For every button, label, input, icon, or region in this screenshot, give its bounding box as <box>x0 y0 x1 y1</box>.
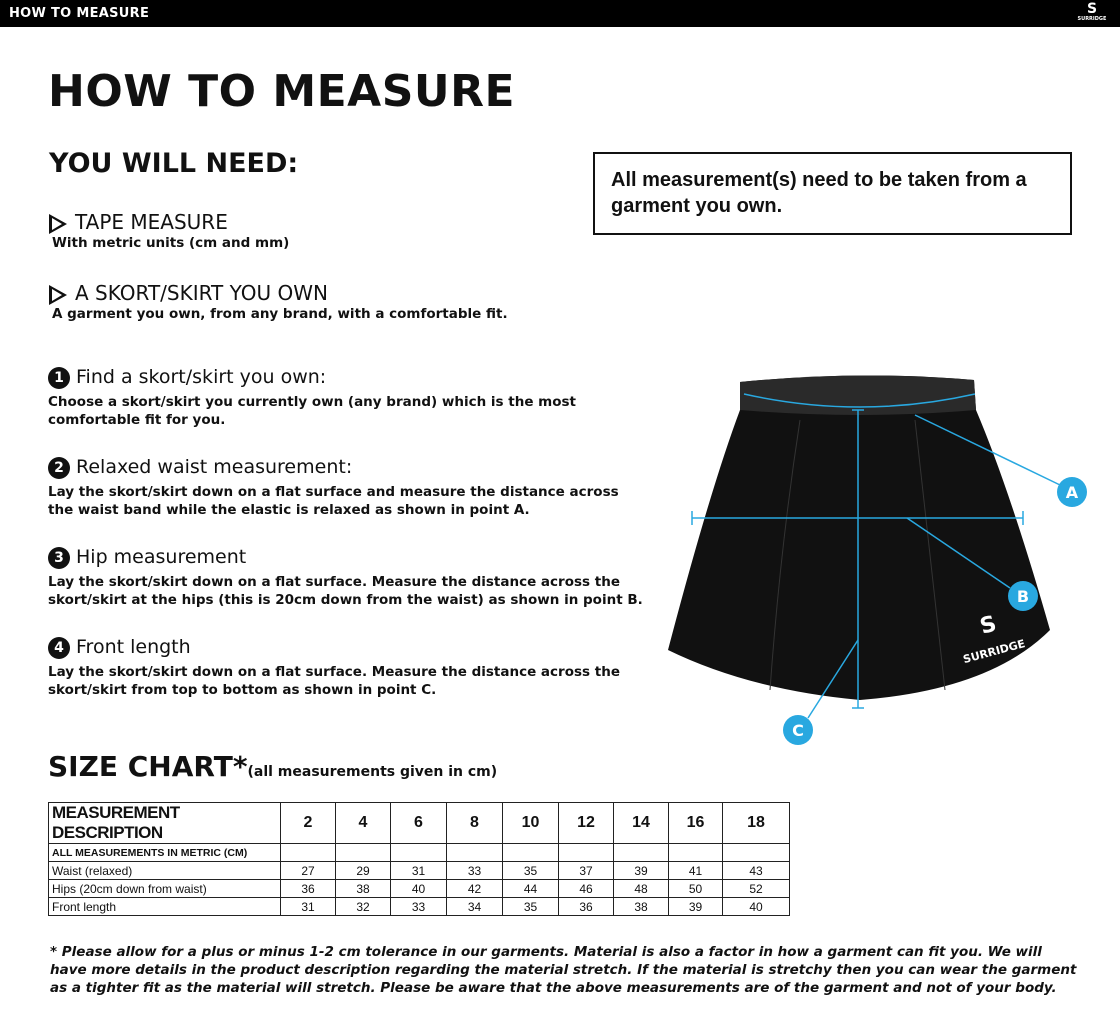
table-row: Waist (relaxed) 27 29 31 33 35 37 39 41 43 <box>48 861 790 880</box>
step-text: Lay the skort/skirt down on a flat surfa… <box>48 483 619 518</box>
table-cell: 31 <box>390 861 447 880</box>
need-item-garment: A SKORT/SKIRT YOU OWN A garment you own,… <box>49 281 508 322</box>
need-item-tape: TAPE MEASURE With metric units (cm and m… <box>49 210 289 251</box>
table-cell: 36 <box>558 897 614 916</box>
need-item-title: TAPE MEASURE <box>75 210 228 234</box>
table-cell: 32 <box>335 897 391 916</box>
need-item-subtitle: With metric units (cm and mm) <box>52 235 290 251</box>
notice-box: All measurement(s) need to be taken from… <box>593 152 1072 235</box>
top-bar: HOW TO MEASURE S SURRIDGE <box>0 0 1120 27</box>
table-cell: 52 <box>722 879 790 898</box>
table-subheader-row: ALL MEASUREMENTS IN METRIC (CM) <box>48 843 790 862</box>
table-cell: 39 <box>613 861 669 880</box>
step-number-icon: 2 <box>48 456 70 479</box>
table-cell: 35 <box>502 897 559 916</box>
footnote: * Please allow for a plus or minus 1-2 c… <box>50 944 1077 996</box>
step-2: 2 Relaxed waist measurement: Lay the skor… <box>48 456 668 519</box>
table-cell: 40 <box>722 897 790 916</box>
table-row: Front length 31 32 33 34 35 36 38 39 40 <box>48 897 790 916</box>
step-title: Find a skort/skirt you own: <box>76 366 327 388</box>
point-c-marker <box>783 715 813 745</box>
point-a-label: A <box>1066 483 1079 502</box>
triangle-bullet-icon <box>49 284 67 305</box>
table-cell: 44 <box>502 879 559 898</box>
step-text: Lay the skort/skirt down on a flat surfa… <box>48 573 643 608</box>
size-chart-table: MEASUREMENT DESCRIPTION 2 4 6 8 10 12 14… <box>48 802 790 916</box>
table-cell: 48 <box>613 879 669 898</box>
step-number-icon: 4 <box>48 636 70 659</box>
step-1: 1 Find a skort/skirt you own: Choose a sk… <box>48 366 668 429</box>
table-cell: 37 <box>558 861 614 880</box>
table-cell: 36 <box>280 879 336 898</box>
step-number-icon: 3 <box>48 546 70 569</box>
svg-text:S: S <box>977 612 999 640</box>
table-cell: 33 <box>446 861 503 880</box>
page-title: HOW TO MEASURE <box>48 66 516 117</box>
step-title: Relaxed waist measurement: <box>76 456 353 478</box>
table-cell: 40 <box>390 879 447 898</box>
table-cell: 42 <box>446 879 503 898</box>
table-cell: 43 <box>722 861 790 880</box>
table-cell: 50 <box>668 879 723 898</box>
step-4: 4 Front length Lay the skort/skirt down o… <box>48 636 668 699</box>
header-cell: 12 <box>558 802 614 844</box>
table-cell: 38 <box>613 897 669 916</box>
you-will-need-heading: YOU WILL NEED: <box>49 148 299 179</box>
header-cell: 10 <box>502 802 559 844</box>
table-header-row: MEASUREMENT DESCRIPTION 2 4 6 8 10 12 14… <box>48 802 790 844</box>
size-chart-note: (all measurements given in cm) <box>247 764 498 780</box>
table-row: Hips (20cm down from waist) 36 38 40 42 44 46 4… <box>48 879 790 898</box>
step-number-icon: 1 <box>48 366 70 389</box>
point-a-marker <box>1057 477 1087 507</box>
table-cell: 46 <box>558 879 614 898</box>
header-cell: 14 <box>613 802 669 844</box>
surridge-logo: S SURRIDGE <box>1077 1 1107 22</box>
header-cell: 8 <box>446 802 503 844</box>
size-chart-title: SIZE CHART*(all measurements given in cm… <box>48 750 498 783</box>
skirt-diagram: A B C SURRIDGE S <box>668 375 1087 745</box>
step-3: 3 Hip measurement Lay the skort/skirt dow… <box>48 546 668 609</box>
step-text: Lay the skort/skirt down on a flat surfa… <box>48 663 620 698</box>
point-b-marker <box>1008 581 1038 611</box>
step-text: Choose a skort/skirt you currently own (… <box>48 393 577 428</box>
top-bar-title: HOW TO MEASURE <box>9 6 150 21</box>
row-label: Waist (relaxed) <box>48 861 281 880</box>
step-title: Front length <box>76 636 191 658</box>
header-cell: 2 <box>280 802 336 844</box>
triangle-bullet-icon <box>49 213 67 234</box>
table-cell: 35 <box>502 861 559 880</box>
header-cell: 6 <box>390 802 447 844</box>
table-cell: 33 <box>390 897 447 916</box>
header-cell: 4 <box>335 802 391 844</box>
table-cell: 38 <box>335 879 391 898</box>
table-cell: 41 <box>668 861 723 880</box>
table-cell: 39 <box>668 897 723 916</box>
header-cell: MEASUREMENT DESCRIPTION <box>48 802 281 844</box>
point-b-label: B <box>1017 587 1029 606</box>
skirt-body <box>668 375 1050 700</box>
row-label: Front length <box>48 897 281 916</box>
table-cell: 34 <box>446 897 503 916</box>
table-cell: 31 <box>280 897 336 916</box>
header-cell: 16 <box>668 802 723 844</box>
subheader-cell: ALL MEASUREMENTS IN METRIC (CM) <box>48 843 281 862</box>
need-item-subtitle: A garment you own, from any brand, with … <box>52 306 508 322</box>
row-label: Hips (20cm down from waist) <box>48 879 281 898</box>
point-c-label: C <box>792 721 804 740</box>
step-title: Hip measurement <box>76 546 247 568</box>
header-cell: 18 <box>722 802 790 844</box>
table-cell: 29 <box>335 861 391 880</box>
waist-line <box>743 393 976 408</box>
table-cell: 27 <box>280 861 336 880</box>
need-item-title: A SKORT/SKIRT YOU OWN <box>75 281 328 305</box>
